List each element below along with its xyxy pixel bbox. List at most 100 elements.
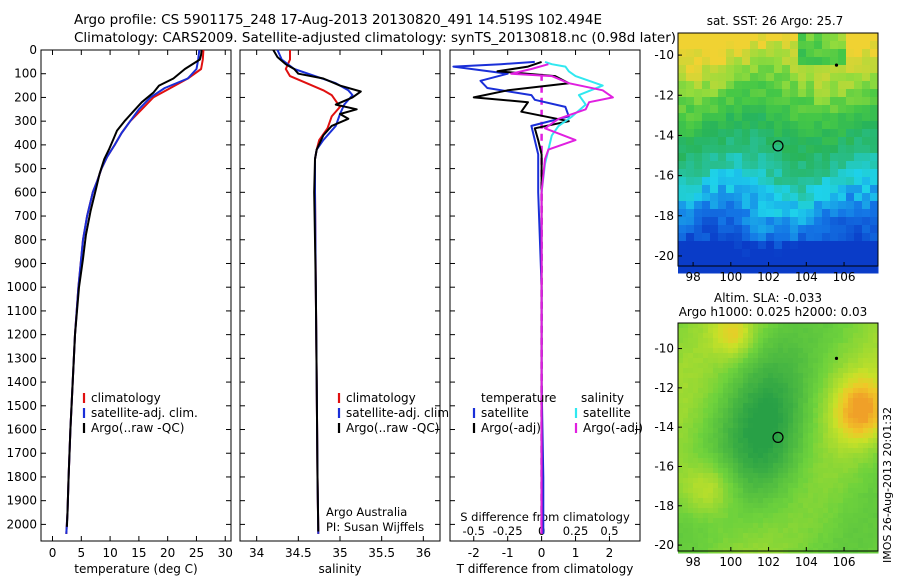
map-cell bbox=[846, 137, 855, 146]
map-cell bbox=[863, 528, 869, 534]
map-cell bbox=[698, 448, 704, 454]
map-cell bbox=[678, 418, 684, 424]
map-cell bbox=[783, 418, 789, 424]
map-cell bbox=[778, 348, 784, 354]
map-cell bbox=[678, 448, 684, 454]
map-cell bbox=[808, 503, 814, 509]
map-cell bbox=[813, 393, 819, 399]
map-cell bbox=[873, 488, 879, 494]
map-cell bbox=[758, 498, 764, 504]
y-tick-label: 1800 bbox=[6, 470, 37, 484]
map-cell bbox=[813, 423, 819, 429]
map-cell bbox=[678, 378, 684, 384]
map-cell bbox=[698, 498, 704, 504]
map-cell bbox=[813, 533, 819, 539]
map-cell bbox=[693, 363, 699, 369]
map-cell bbox=[726, 57, 735, 66]
map-cell bbox=[708, 333, 714, 339]
map-cell bbox=[793, 528, 799, 534]
map-cell bbox=[870, 201, 879, 210]
map-cell bbox=[753, 363, 759, 369]
map-cell bbox=[742, 153, 751, 162]
map-cell bbox=[743, 483, 749, 489]
map-cell bbox=[688, 383, 694, 389]
map-cell bbox=[818, 428, 824, 434]
map-cell bbox=[694, 97, 703, 106]
map-cell bbox=[758, 508, 764, 514]
map-cell bbox=[694, 81, 703, 90]
map-cell bbox=[678, 413, 684, 419]
map-cell bbox=[678, 368, 684, 374]
map-cell bbox=[723, 478, 729, 484]
map-cell bbox=[782, 177, 791, 186]
map-x-tick-label: 106 bbox=[833, 555, 856, 569]
map-cell bbox=[718, 418, 724, 424]
map-cell bbox=[703, 393, 709, 399]
map-cell bbox=[823, 428, 829, 434]
map-cell bbox=[753, 338, 759, 344]
map-cell bbox=[793, 363, 799, 369]
map-cell bbox=[838, 523, 844, 529]
map-cell bbox=[758, 528, 764, 534]
map-cell bbox=[843, 423, 849, 429]
map-cell bbox=[728, 533, 734, 539]
map-cell bbox=[733, 438, 739, 444]
map-cell bbox=[734, 241, 743, 250]
map-y-tick-label: -14 bbox=[654, 420, 674, 434]
map-cell bbox=[822, 257, 831, 266]
map-cell bbox=[766, 153, 775, 162]
map-cell bbox=[798, 333, 804, 339]
map-cell bbox=[853, 408, 859, 414]
map-cell bbox=[748, 483, 754, 489]
map-cell bbox=[718, 413, 724, 419]
map-cell bbox=[862, 153, 871, 162]
map-cell bbox=[788, 358, 794, 364]
map-cell bbox=[790, 33, 799, 42]
map-cell bbox=[793, 508, 799, 514]
map-cell bbox=[742, 33, 751, 42]
map-cell bbox=[738, 363, 744, 369]
map-cell bbox=[828, 363, 834, 369]
map-cell bbox=[702, 257, 711, 266]
map-cell bbox=[843, 398, 849, 404]
map-cell bbox=[858, 493, 864, 499]
map-cell bbox=[873, 363, 879, 369]
map-cell bbox=[688, 428, 694, 434]
map-cell bbox=[734, 257, 743, 266]
map-cell bbox=[694, 153, 703, 162]
map-cell bbox=[733, 503, 739, 509]
map-cell bbox=[858, 433, 864, 439]
map-cell bbox=[763, 363, 769, 369]
map-cell bbox=[858, 333, 864, 339]
map-cell bbox=[678, 438, 684, 444]
map-cell bbox=[843, 523, 849, 529]
map-cell bbox=[822, 105, 831, 114]
map-cell bbox=[708, 478, 714, 484]
map-cell bbox=[708, 353, 714, 359]
map-cell bbox=[758, 137, 767, 146]
map-x-tick-label: 102 bbox=[757, 555, 780, 569]
map-cell bbox=[833, 473, 839, 479]
map-cell bbox=[798, 413, 804, 419]
map-cell bbox=[694, 145, 703, 154]
map-cell bbox=[743, 478, 749, 484]
map-cell bbox=[718, 493, 724, 499]
map-cell bbox=[782, 233, 791, 242]
map-cell bbox=[873, 508, 879, 514]
map-cell bbox=[738, 328, 744, 334]
map-cell bbox=[838, 418, 844, 424]
map-cell bbox=[868, 383, 874, 389]
map-cell bbox=[806, 249, 815, 258]
map-cell bbox=[873, 533, 879, 539]
map-cell bbox=[713, 363, 719, 369]
map-cell bbox=[723, 403, 729, 409]
map-cell bbox=[803, 338, 809, 344]
map-cell bbox=[822, 241, 831, 250]
map-cell bbox=[813, 538, 819, 544]
map-cell bbox=[748, 368, 754, 374]
map-cell bbox=[718, 328, 724, 334]
map-cell bbox=[818, 328, 824, 334]
map-cell bbox=[713, 533, 719, 539]
map-cell bbox=[798, 398, 804, 404]
map-cell bbox=[838, 209, 847, 218]
